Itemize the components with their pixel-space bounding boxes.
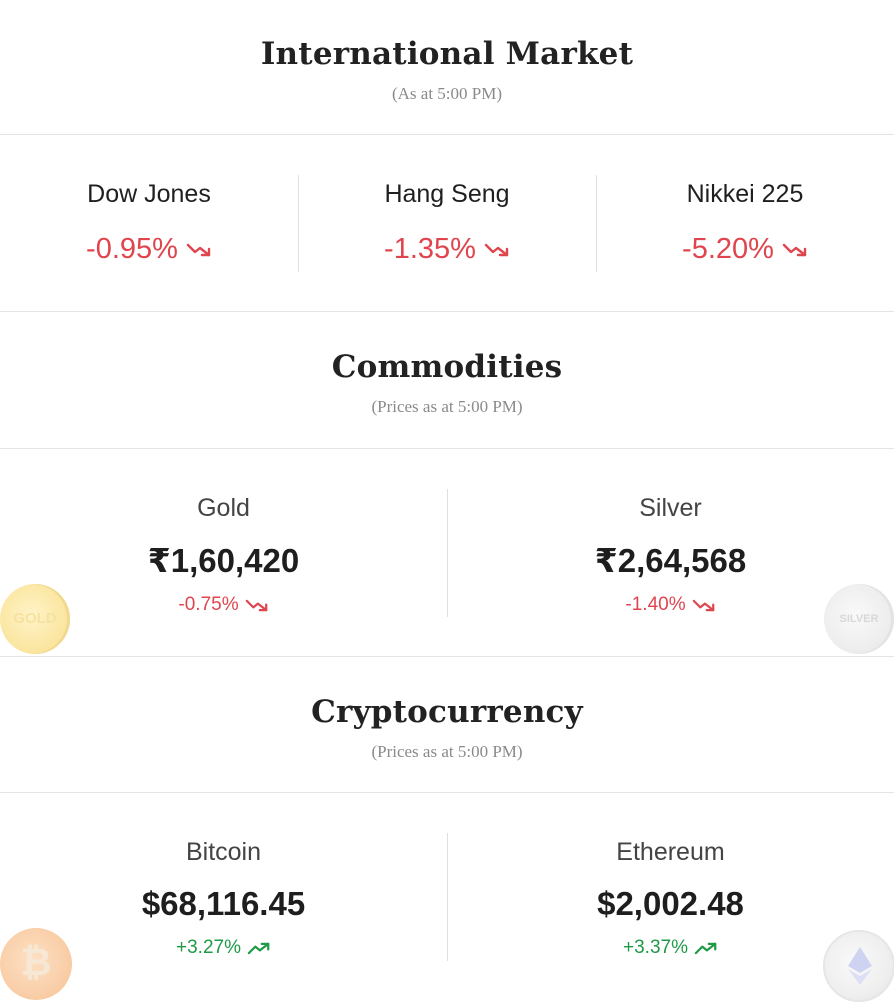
international-market-header: International Market (As at 5:00 PM) bbox=[0, 0, 894, 135]
commodity-change: -1.40% bbox=[625, 594, 715, 616]
trend-down-icon bbox=[484, 243, 509, 256]
bitcoin-coin-icon: ₿ bbox=[0, 928, 72, 1000]
crypto-card-bitcoin[interactable]: Bitcoin $68,116.45 +3.27% bbox=[0, 793, 447, 1000]
index-card-dow-jones[interactable]: Dow Jones -0.95% bbox=[0, 135, 298, 311]
cryptocurrency-header: Cryptocurrency (Prices as at 5:00 PM) bbox=[0, 657, 894, 793]
section-subtitle: (Prices as at 5:00 PM) bbox=[371, 397, 523, 416]
commodities-row: Gold ₹1,60,420 -0.75% Silver ₹2,64,568 -… bbox=[0, 449, 894, 657]
index-name: Dow Jones bbox=[87, 180, 211, 208]
commodity-price: ₹2,64,568 bbox=[594, 542, 747, 579]
index-card-hang-seng[interactable]: Hang Seng -1.35% bbox=[298, 135, 596, 311]
commodity-card-silver[interactable]: Silver ₹2,64,568 -1.40% bbox=[447, 449, 894, 656]
commodity-price: ₹1,60,420 bbox=[147, 542, 300, 579]
crypto-change: +3.27% bbox=[176, 937, 271, 959]
trend-down-icon bbox=[186, 243, 211, 256]
section-title: International Market bbox=[260, 36, 634, 72]
index-change: -1.35% bbox=[384, 233, 510, 266]
crypto-row: Bitcoin $68,116.45 +3.27% Ethereum $2,00… bbox=[0, 793, 894, 1000]
crypto-price: $2,002.48 bbox=[597, 885, 744, 922]
trend-up-icon bbox=[694, 942, 717, 954]
crypto-price: $68,116.45 bbox=[141, 885, 306, 922]
index-change: -0.95% bbox=[86, 233, 212, 266]
index-change: -5.20% bbox=[682, 233, 808, 266]
trend-down-icon bbox=[245, 599, 267, 611]
commodity-card-gold[interactable]: Gold ₹1,60,420 -0.75% bbox=[0, 449, 447, 656]
commodity-name: Gold bbox=[197, 494, 250, 522]
trend-up-icon bbox=[247, 942, 270, 954]
index-name: Nikkei 225 bbox=[686, 180, 804, 208]
index-card-nikkei-225[interactable]: Nikkei 225 -5.20% bbox=[596, 135, 894, 311]
crypto-name: Bitcoin bbox=[185, 838, 262, 866]
section-subtitle: (Prices as at 5:00 PM) bbox=[371, 742, 523, 761]
trend-down-icon bbox=[692, 599, 714, 611]
trend-down-icon bbox=[782, 243, 807, 256]
crypto-change: +3.37% bbox=[623, 937, 718, 959]
commodity-name: Silver bbox=[639, 494, 702, 522]
indices-row: Dow Jones -0.95% Hang Seng -1.35% Nikkei… bbox=[0, 135, 894, 312]
crypto-name: Ethereum bbox=[616, 838, 725, 866]
section-subtitle: (As at 5:00 PM) bbox=[391, 84, 503, 103]
section-title: Cryptocurrency bbox=[311, 694, 583, 730]
gold-coin-icon: GOLD bbox=[0, 584, 70, 654]
index-name: Hang Seng bbox=[384, 180, 510, 208]
commodity-change: -0.75% bbox=[178, 594, 268, 616]
crypto-card-ethereum[interactable]: Ethereum $2,002.48 +3.37% bbox=[447, 793, 894, 1000]
section-title: Commodities bbox=[331, 349, 563, 385]
silver-coin-icon: SILVER bbox=[824, 584, 894, 654]
ethereum-diamond-icon bbox=[848, 947, 872, 985]
commodities-header: Commodities (Prices as at 5:00 PM) bbox=[0, 312, 894, 449]
ethereum-coin-icon bbox=[823, 930, 894, 1002]
